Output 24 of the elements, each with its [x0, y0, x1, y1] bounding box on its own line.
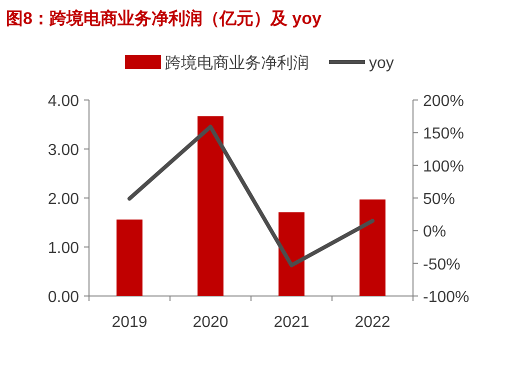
y2-tick-label: 100% — [423, 158, 464, 176]
y2-tick-label: 150% — [423, 126, 464, 143]
y2-tick-label: 200% — [423, 93, 464, 110]
bar — [116, 220, 142, 296]
line-series — [128, 124, 374, 268]
y-tick-label: 4.00 — [48, 93, 80, 110]
y-tick-label: 1.00 — [48, 240, 80, 257]
y-tick-label: 2.00 — [48, 191, 80, 208]
x-tick-label: 2020 — [192, 314, 228, 331]
y2-tick-label: 50% — [423, 191, 456, 208]
bar — [198, 116, 224, 296]
legend-label: 跨境电商业务净利润 — [165, 54, 309, 72]
y-tick-label: 0.00 — [48, 289, 80, 306]
bar — [360, 199, 386, 296]
bar — [278, 212, 304, 296]
chart-title: 图8：跨境电商业务净利润（亿元）及 yoy — [6, 9, 322, 28]
x-tick-label: 2022 — [354, 314, 390, 331]
x-tick-label: 2019 — [112, 314, 148, 331]
y2-tick-label: -100% — [423, 289, 470, 306]
y-tick-label: 3.00 — [48, 142, 80, 159]
y2-tick-label: 0% — [423, 224, 446, 241]
y2-tick-label: -50% — [423, 256, 460, 274]
legend-label: yoy — [369, 55, 394, 72]
x-tick-label: 2021 — [274, 314, 310, 331]
